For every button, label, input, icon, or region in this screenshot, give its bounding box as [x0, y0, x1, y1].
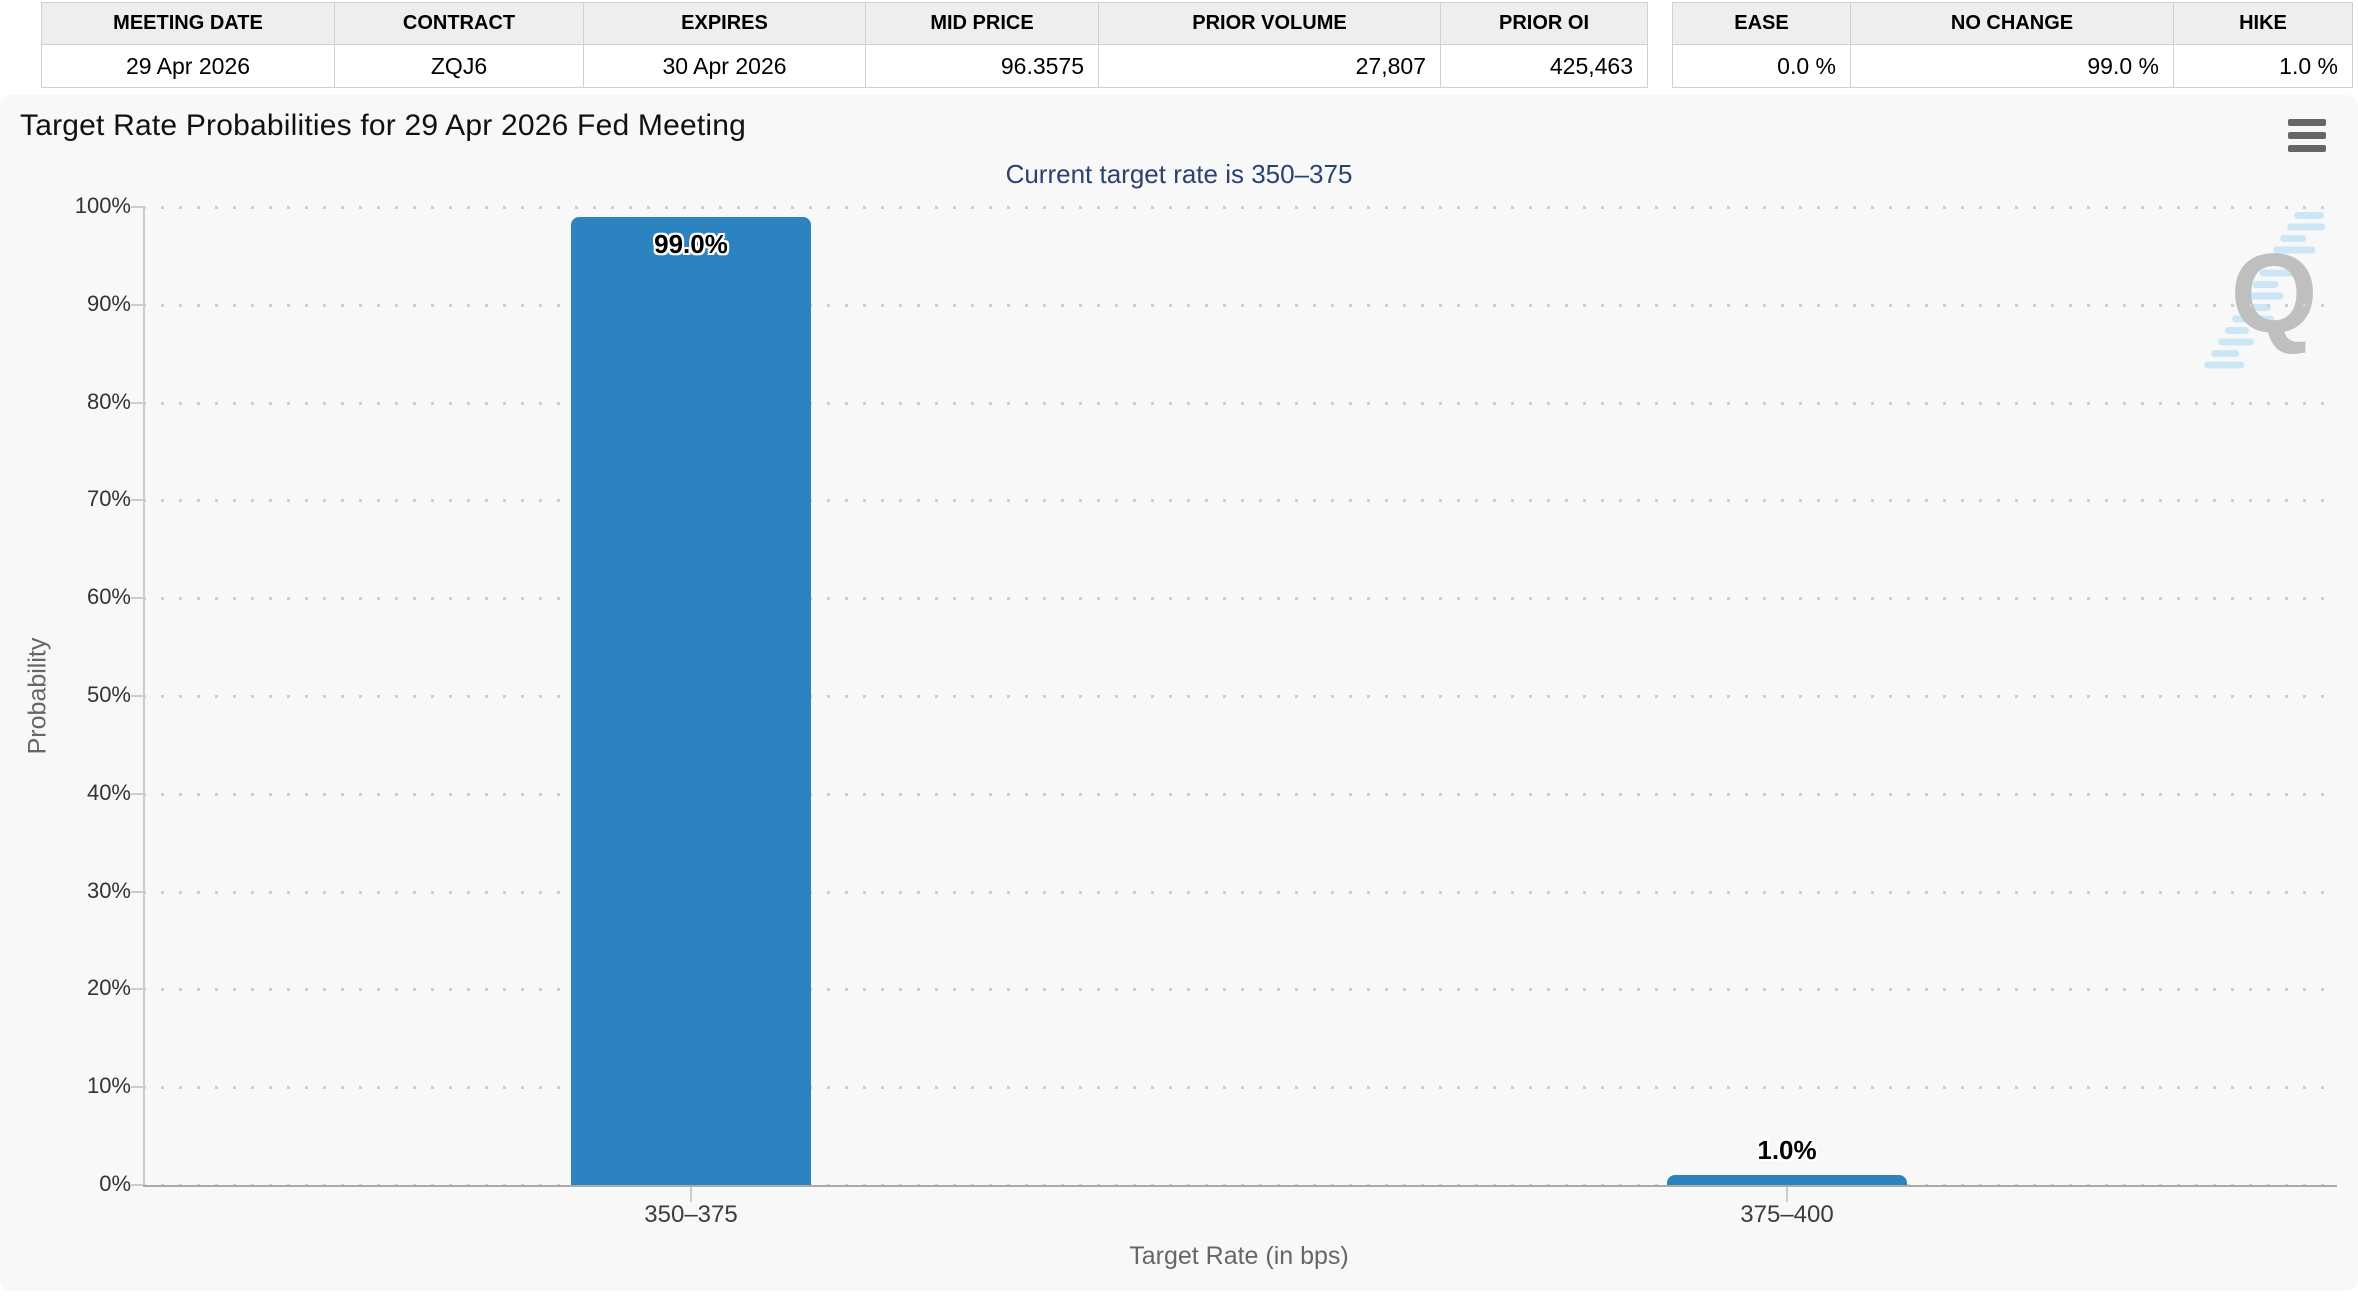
action-table-header-cell: HIKE — [2173, 2, 2353, 45]
contract-table-value-cell: 425,463 — [1440, 44, 1648, 88]
rate-action-probability-table: EASE NO CHANGE HIKE 0.0 % 99.0 % 1.0 % — [1672, 2, 2353, 88]
x-axis-title: Target Rate (in bps) — [1129, 1242, 1349, 1270]
contract-table-header-cell: EXPIRES — [583, 2, 866, 45]
y-axis-tick — [131, 401, 143, 404]
x-axis-tick — [690, 1187, 692, 1202]
contract-table-value-cell: ZQJ6 — [334, 44, 584, 88]
contract-info-table: MEETING DATE CONTRACT EXPIRES MID PRICE PRIO… — [41, 2, 1648, 88]
bar-value-label: 1.0% — [1757, 1135, 1817, 1166]
contract-table-value-cell: 96.3575 — [865, 44, 1099, 88]
y-gridline — [143, 303, 2335, 307]
y-axis-tick-label: 60% — [86, 584, 131, 610]
probability-bar-350–375[interactable] — [571, 216, 811, 1185]
x-axis-tick — [1786, 1187, 1788, 1202]
y-axis-tick-label: 10% — [86, 1073, 131, 1099]
contract-table-header-cell: MEETING DATE — [41, 2, 335, 45]
x-axis-line — [143, 1185, 2337, 1187]
y-gridline — [143, 988, 2335, 992]
y-axis-tick-label: 100% — [74, 193, 131, 218]
hamburger-bar — [2288, 145, 2326, 152]
y-axis-tick — [131, 792, 143, 795]
y-axis-tick — [131, 890, 143, 893]
y-axis-tick — [131, 597, 143, 600]
action-table-header-cell: NO CHANGE — [1850, 2, 2174, 45]
hamburger-menu-icon[interactable] — [2288, 119, 2326, 152]
y-gridline — [143, 206, 2335, 209]
y-axis-tick — [131, 303, 143, 306]
y-axis-tick-label: 30% — [86, 877, 131, 903]
bar-value-label: 99.0% — [654, 228, 728, 259]
y-axis-tick — [131, 1086, 143, 1089]
contract-table-header-cell: PRIOR VOLUME — [1098, 2, 1441, 45]
contract-table-header-cell: CONTRACT — [334, 2, 584, 45]
contract-table-value-cell: 27,807 — [1098, 44, 1441, 88]
action-table-header-cell: EASE — [1672, 2, 1851, 45]
y-axis-tick-label: 80% — [86, 388, 131, 414]
y-gridline — [143, 597, 2335, 601]
chart-title: Target Rate Probabilities for 29 Apr 202… — [20, 109, 747, 142]
contract-table-header-cell: PRIOR OI — [1440, 2, 1648, 45]
y-axis-tick-label: 0% — [99, 1171, 131, 1196]
y-axis-tick — [131, 1184, 143, 1186]
y-axis-tick-label: 20% — [86, 975, 131, 1001]
y-gridline — [143, 1086, 2335, 1090]
quikstrike-q-watermark-icon: Q — [2204, 212, 2326, 369]
probability-bar-375–400[interactable] — [1667, 1175, 1907, 1185]
hamburger-bar — [2288, 132, 2326, 139]
y-gridline — [143, 695, 2335, 698]
y-axis-tick — [131, 988, 143, 991]
contract-table-value-cell: 29 Apr 2026 — [41, 44, 335, 88]
y-axis-tick-label: 90% — [86, 290, 131, 316]
y-gridline — [143, 792, 2335, 796]
y-gridline — [143, 401, 2335, 405]
contract-table-value-cell: 30 Apr 2026 — [583, 44, 866, 88]
contract-table-header-cell: MID PRICE — [865, 2, 1099, 45]
y-axis-tick — [131, 206, 143, 208]
x-axis-category-label: 350–375 — [644, 1201, 738, 1228]
y-axis-tick — [131, 499, 143, 502]
watermark-letter: Q — [2230, 231, 2317, 356]
hamburger-bar — [2288, 119, 2326, 126]
y-axis-tick-label: 40% — [86, 779, 131, 805]
y-axis-line — [143, 207, 145, 1185]
y-axis-tick — [131, 695, 143, 697]
y-axis-tick-label: 50% — [86, 682, 131, 707]
chart-subtitle: Current target rate is 350–375 — [1005, 159, 1353, 189]
action-table-value-cell: 99.0 % — [1850, 44, 2174, 88]
action-table-value-cell: 1.0 % — [2173, 44, 2353, 88]
action-table-value-cell: 0.0 % — [1672, 44, 1851, 88]
x-axis-category-label: 375–400 — [1740, 1201, 1834, 1228]
fedwatch-probability-chart: Target Rate Probabilities for 29 Apr 202… — [0, 95, 2358, 1291]
y-gridline — [143, 499, 2335, 503]
y-gridline — [143, 890, 2335, 894]
y-axis-tick-label: 70% — [86, 486, 131, 512]
